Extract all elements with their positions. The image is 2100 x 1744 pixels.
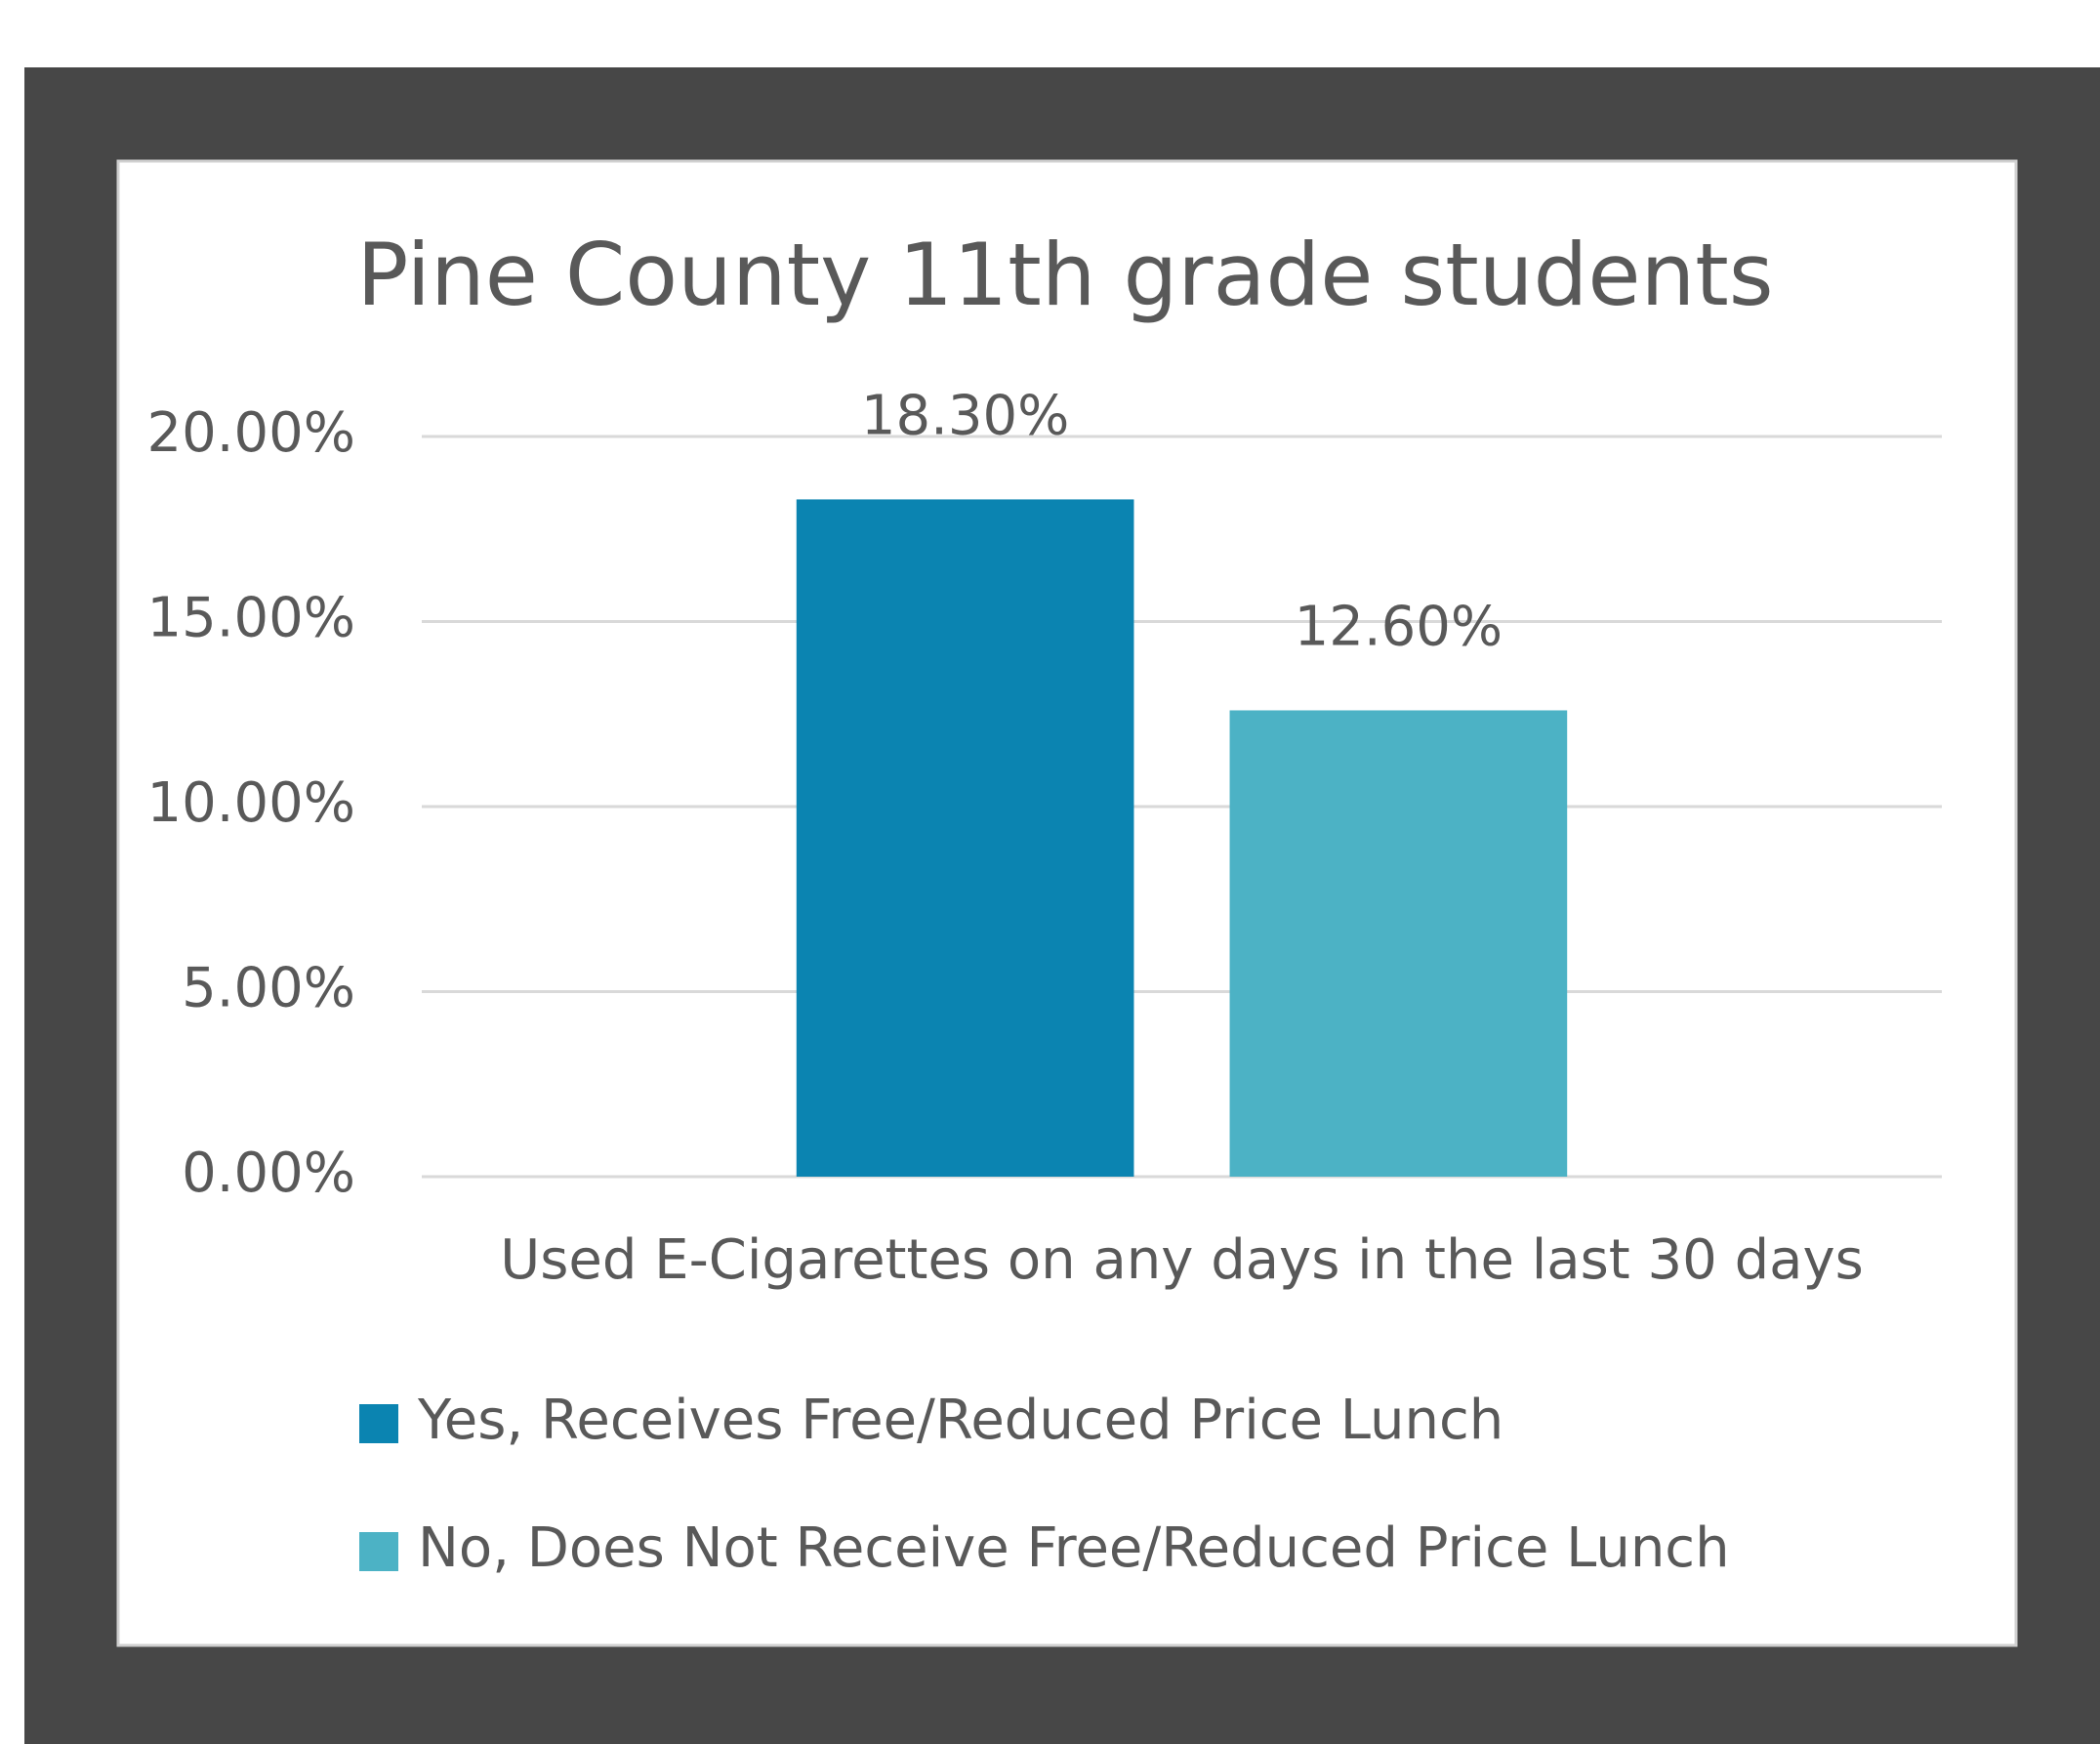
y-tick-label: 10.00% [146, 771, 355, 835]
bar [1229, 710, 1568, 1177]
y-tick-label: 15.00% [146, 587, 355, 650]
data-label: 18.30% [861, 385, 1070, 448]
y-tick-label: 5.00% [182, 957, 355, 1020]
y-tick-label: 20.00% [146, 401, 355, 465]
legend-swatch [359, 1532, 398, 1571]
y-tick-label: 0.00% [182, 1142, 355, 1205]
chart-title: Pine County 11th grade students [356, 225, 1773, 325]
legend-label: Yes, Receives Free/Reduced Price Lunch [417, 1389, 1503, 1452]
x-tick-label: Used E-Cigarettes on any days in the las… [500, 1228, 1864, 1292]
data-label: 12.60% [1295, 596, 1503, 659]
bar [796, 499, 1134, 1177]
legend-swatch [359, 1404, 398, 1443]
legend-label: No, Does Not Receive Free/Reduced Price … [418, 1516, 1730, 1580]
